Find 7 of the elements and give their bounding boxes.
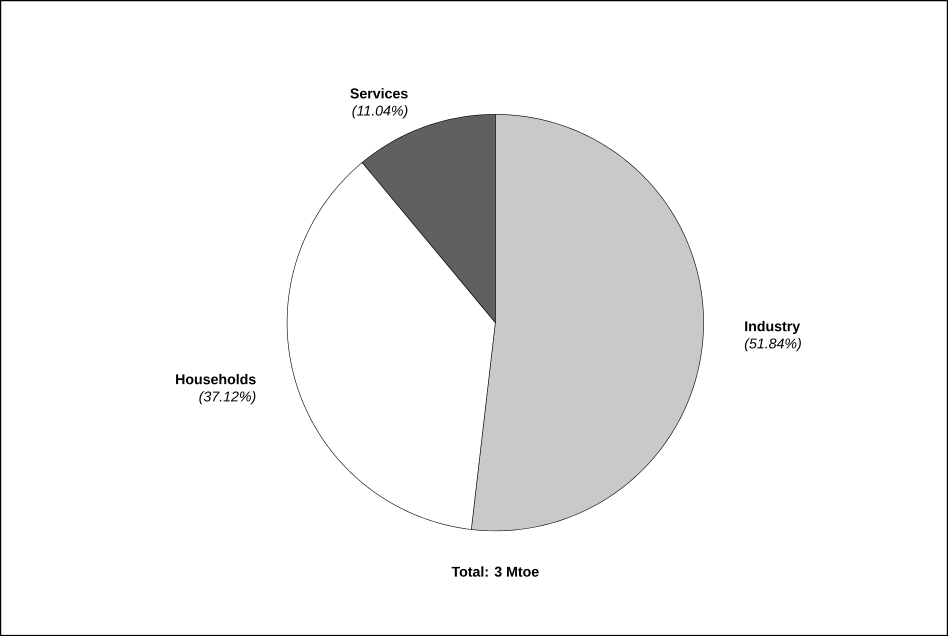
slice-label: Industry — [745, 320, 800, 334]
slice-label: Households — [176, 374, 256, 384]
text: Total: 3 Mtoe — [452, 566, 539, 577]
slice-label: Services — [350, 88, 408, 98]
data-label: (37.12%) — [199, 391, 256, 404]
data-label: (51.84%) — [744, 338, 801, 352]
data-label: (11.04%) — [352, 105, 408, 118]
